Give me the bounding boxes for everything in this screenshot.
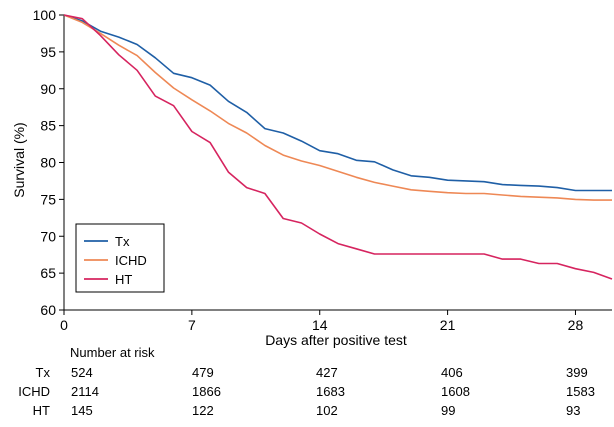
y-tick-label: 60 xyxy=(40,302,56,318)
series-lines xyxy=(63,14,613,280)
risk-row-label: HT xyxy=(33,403,50,418)
risk-cell: 93 xyxy=(566,403,580,418)
risk-table-title: Number at risk xyxy=(70,345,155,360)
legend-label-ht: HT xyxy=(115,272,132,287)
legend-label-ichd: ICHD xyxy=(115,253,147,268)
legend-box xyxy=(75,223,165,293)
risk-table: Tx 524 479 427 406 399 ICHD 2114 1866 1683 1608 158… xyxy=(18,365,595,418)
risk-cell: 427 xyxy=(316,365,338,380)
legend: Tx ICHD HT xyxy=(75,223,165,293)
x-tick-label: 7 xyxy=(188,317,196,333)
y-tick-label: 65 xyxy=(40,265,56,281)
y-tick-label: 70 xyxy=(40,228,56,244)
y-tick-label: 95 xyxy=(40,44,56,60)
x-tick-label: 14 xyxy=(312,317,328,333)
x-tick-label: 28 xyxy=(568,317,584,333)
risk-cell: 102 xyxy=(316,403,338,418)
series-line-ichd xyxy=(63,14,612,201)
series-line-tx xyxy=(63,14,612,192)
y-tick-label: 85 xyxy=(40,118,56,134)
y-tick-label: 100 xyxy=(33,7,57,23)
risk-cell: 2114 xyxy=(71,384,99,399)
risk-cell: 399 xyxy=(566,365,588,380)
y-axis-label: Survival (%) xyxy=(11,122,27,197)
risk-cell: 99 xyxy=(441,403,455,418)
x-axis-label: Days after positive test xyxy=(265,332,407,348)
risk-cell: 122 xyxy=(192,403,214,418)
risk-cell: 1683 xyxy=(316,384,345,399)
risk-cell: 479 xyxy=(192,365,214,380)
risk-cell: 1608 xyxy=(441,384,470,399)
x-axis-ticks: 0 7 14 21 28 xyxy=(60,310,583,333)
y-axis-ticks: 60 65 70 75 80 85 90 95 100 xyxy=(33,7,64,318)
risk-cell: 1866 xyxy=(192,384,221,399)
risk-cell: 524 xyxy=(71,365,93,380)
x-tick-label: 0 xyxy=(60,317,68,333)
legend-label-tx: Tx xyxy=(115,234,130,249)
y-tick-label: 80 xyxy=(40,155,56,171)
series-line-ht xyxy=(63,14,613,280)
risk-cell: 1583 xyxy=(566,384,595,399)
risk-cell: 406 xyxy=(441,365,463,380)
risk-row-label: ICHD xyxy=(18,384,50,399)
risk-row-label: Tx xyxy=(36,365,51,380)
y-tick-label: 75 xyxy=(40,191,56,207)
x-tick-label: 21 xyxy=(440,317,456,333)
y-tick-label: 90 xyxy=(40,81,56,97)
risk-cell: 145 xyxy=(71,403,93,418)
